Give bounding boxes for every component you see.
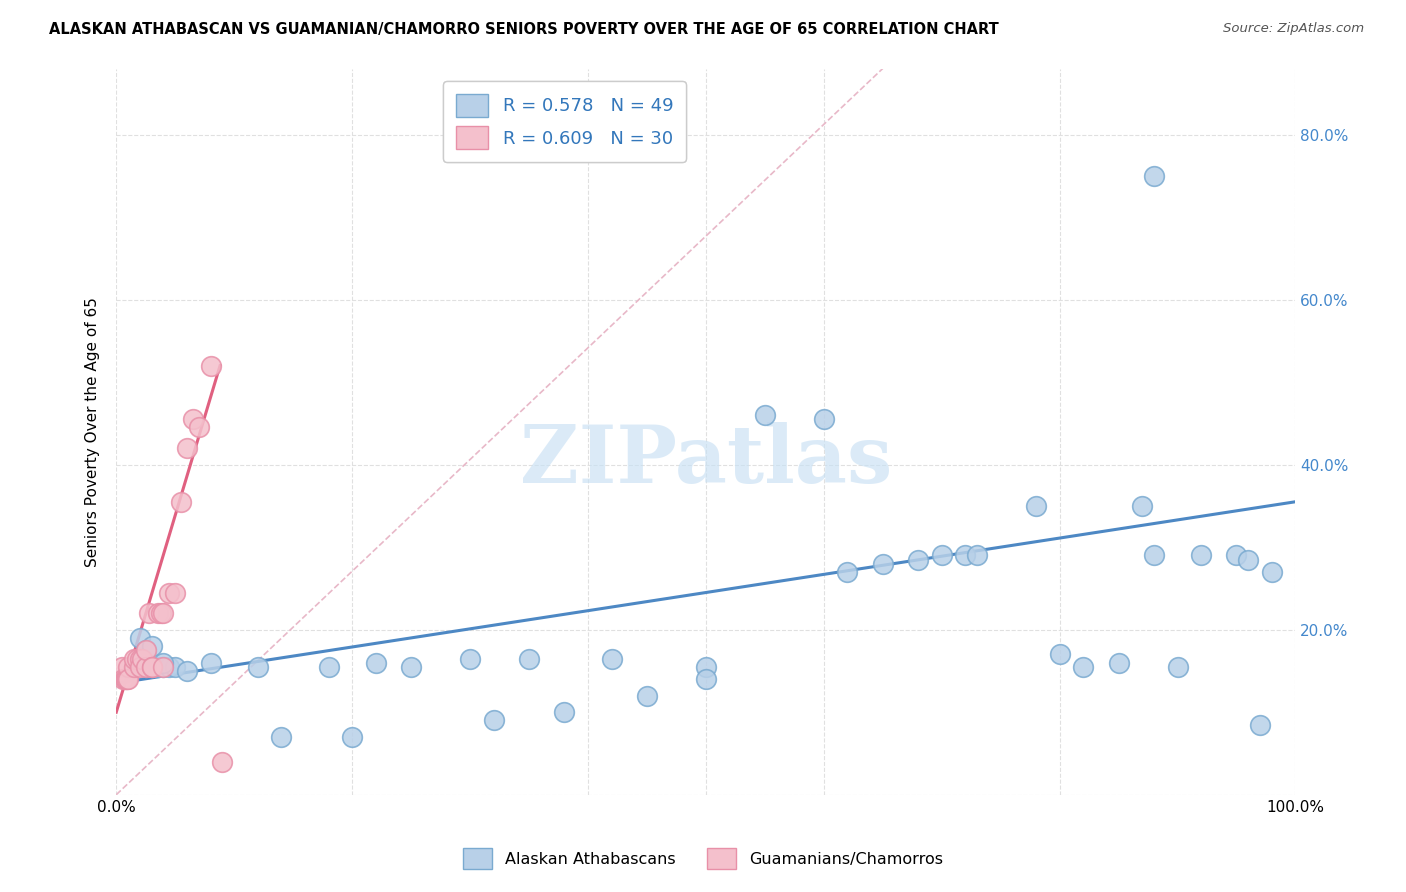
Point xyxy=(138,606,160,620)
Point xyxy=(157,585,180,599)
Point xyxy=(364,656,387,670)
Point xyxy=(931,549,953,563)
Point xyxy=(141,639,163,653)
Point xyxy=(135,643,157,657)
Point xyxy=(695,672,717,686)
Point xyxy=(146,606,169,620)
Point xyxy=(837,565,859,579)
Point xyxy=(1130,499,1153,513)
Point xyxy=(813,412,835,426)
Point xyxy=(966,549,988,563)
Point xyxy=(955,549,977,563)
Point xyxy=(165,660,187,674)
Point xyxy=(127,651,149,665)
Point xyxy=(1143,549,1166,563)
Point xyxy=(1249,717,1271,731)
Point xyxy=(122,660,145,674)
Point xyxy=(152,660,174,674)
Point xyxy=(754,408,776,422)
Point xyxy=(1225,549,1247,563)
Point xyxy=(200,656,222,670)
Point xyxy=(1167,660,1189,674)
Point xyxy=(165,585,187,599)
Point xyxy=(128,660,150,674)
Point xyxy=(146,660,169,674)
Point xyxy=(1261,565,1284,579)
Point xyxy=(695,660,717,674)
Point xyxy=(1025,499,1047,513)
Point xyxy=(270,730,292,744)
Legend: Alaskan Athabascans, Guamanians/Chamorros: Alaskan Athabascans, Guamanians/Chamorro… xyxy=(457,842,949,875)
Point xyxy=(553,705,575,719)
Point xyxy=(636,689,658,703)
Point xyxy=(176,441,198,455)
Point xyxy=(1143,169,1166,183)
Point xyxy=(141,660,163,674)
Point xyxy=(117,672,139,686)
Point xyxy=(907,552,929,566)
Point xyxy=(122,651,145,665)
Point xyxy=(399,660,422,674)
Point xyxy=(872,557,894,571)
Point xyxy=(128,651,150,665)
Point xyxy=(318,660,340,674)
Point xyxy=(152,606,174,620)
Point xyxy=(1071,660,1094,674)
Point xyxy=(211,755,233,769)
Point xyxy=(112,672,135,686)
Point xyxy=(1237,552,1260,566)
Point xyxy=(157,660,180,674)
Point xyxy=(114,672,136,686)
Point xyxy=(200,359,222,373)
Point xyxy=(141,660,163,674)
Point xyxy=(340,730,363,744)
Point xyxy=(1049,648,1071,662)
Point xyxy=(176,664,198,678)
Point xyxy=(600,651,623,665)
Point xyxy=(152,660,174,674)
Y-axis label: Seniors Poverty Over the Age of 65: Seniors Poverty Over the Age of 65 xyxy=(86,297,100,566)
Point xyxy=(131,651,153,665)
Point xyxy=(114,672,136,686)
Point xyxy=(128,631,150,645)
Point xyxy=(135,660,157,674)
Point xyxy=(135,660,157,674)
Text: Source: ZipAtlas.com: Source: ZipAtlas.com xyxy=(1223,22,1364,36)
Point xyxy=(115,672,138,686)
Point xyxy=(117,660,139,674)
Point xyxy=(246,660,269,674)
Point xyxy=(135,643,157,657)
Point xyxy=(122,660,145,674)
Text: ALASKAN ATHABASCAN VS GUAMANIAN/CHAMORRO SENIORS POVERTY OVER THE AGE OF 65 CORR: ALASKAN ATHABASCAN VS GUAMANIAN/CHAMORRO… xyxy=(49,22,998,37)
Point xyxy=(187,420,209,434)
Point xyxy=(1108,656,1130,670)
Point xyxy=(128,656,150,670)
Point xyxy=(111,660,134,674)
Point xyxy=(1189,549,1212,563)
Point xyxy=(170,495,193,509)
Point xyxy=(517,651,540,665)
Point xyxy=(458,651,481,665)
Point xyxy=(150,606,173,620)
Text: ZIPatlas: ZIPatlas xyxy=(520,422,891,500)
Point xyxy=(482,714,505,728)
Point xyxy=(152,656,174,670)
Point xyxy=(181,412,204,426)
Legend: R = 0.578   N = 49, R = 0.609   N = 30: R = 0.578 N = 49, R = 0.609 N = 30 xyxy=(443,81,686,161)
Point xyxy=(141,660,163,674)
